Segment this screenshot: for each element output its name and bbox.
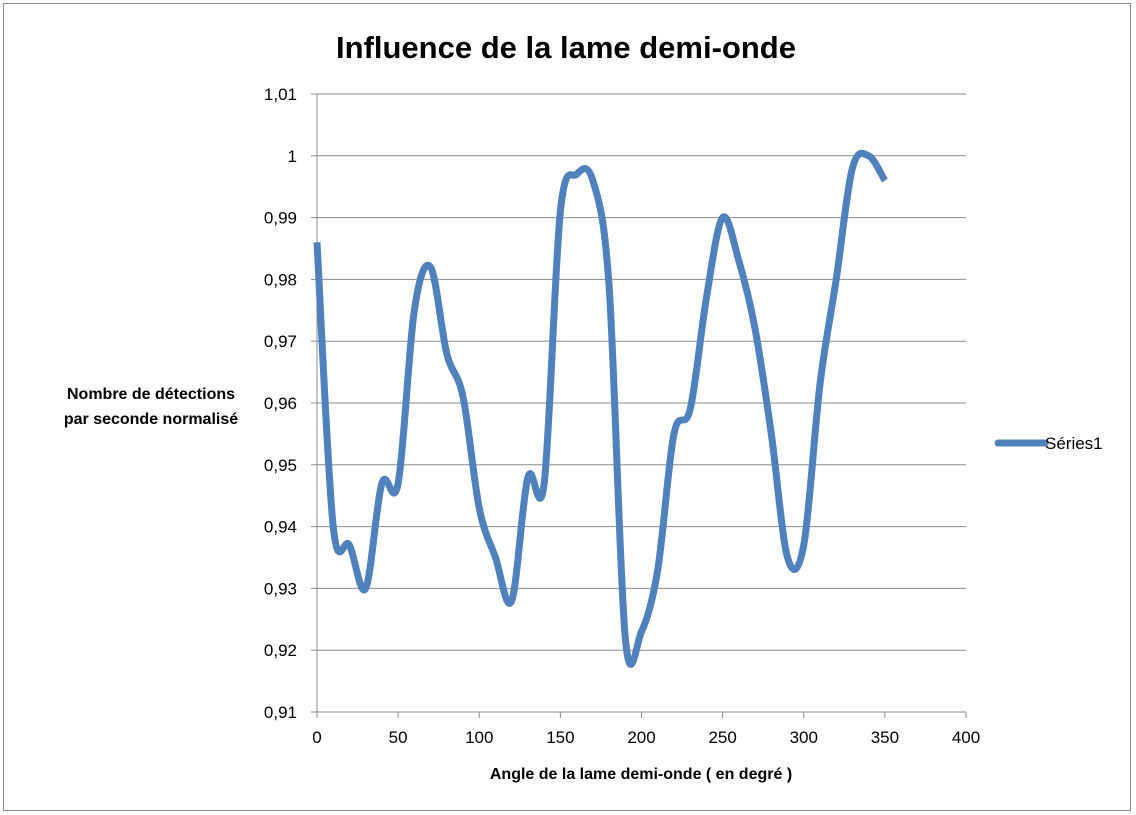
- y-tick-label: 0,95: [264, 456, 297, 475]
- gridlines: [317, 93, 966, 651]
- y-tick-label: 0,92: [264, 641, 297, 660]
- x-tick-label: 100: [465, 728, 493, 747]
- x-tick-label: 350: [871, 728, 899, 747]
- y-tick-label: 1,01: [264, 85, 297, 104]
- legend-label: Séries1: [1045, 434, 1103, 453]
- x-tick-label: 250: [708, 728, 736, 747]
- x-tick-label: 200: [627, 728, 655, 747]
- legend: Séries1: [994, 434, 1103, 453]
- y-tick-label: 0,94: [264, 518, 297, 537]
- axes: [311, 93, 967, 718]
- x-axis-label: Angle de la lame demi-onde ( en degré ): [490, 766, 792, 783]
- y-tick-label: 0,91: [264, 703, 297, 722]
- x-tick-label: 400: [952, 728, 980, 747]
- y-tick-label: 0,96: [264, 394, 297, 413]
- chart-frame: [3, 3, 1131, 811]
- y-tick-label: 0,97: [264, 332, 297, 351]
- series-line: [313, 149, 888, 668]
- x-tick-label: 50: [389, 728, 408, 747]
- x-tick-label: 0: [312, 728, 321, 747]
- y-tick-label: 1: [288, 147, 297, 166]
- chart-title: Influence de la lame demi-onde: [336, 30, 796, 65]
- x-tick-label: 300: [790, 728, 818, 747]
- series-lines: [313, 149, 888, 668]
- y-tick-label: 0,98: [264, 270, 297, 289]
- tick-labels: 0,91 0,92 0,93 0,94 0,95 0,96 0,97 0,98 0,99 1 1,0…: [264, 85, 980, 747]
- y-tick-label: 0,99: [264, 209, 297, 228]
- x-tick-label: 150: [546, 728, 574, 747]
- y-tick-label: 0,93: [264, 579, 297, 598]
- y-axis-label-line-2: par seconde normalisé: [64, 411, 238, 428]
- y-axis-label-line-1: Nombre de détections: [67, 386, 235, 403]
